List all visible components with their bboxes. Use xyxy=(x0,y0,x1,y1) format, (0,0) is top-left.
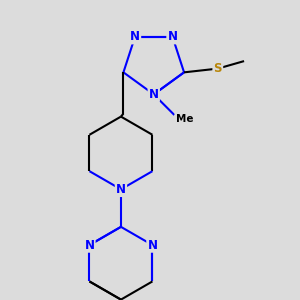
Text: N: N xyxy=(84,238,94,251)
Text: Me: Me xyxy=(176,114,193,124)
Text: N: N xyxy=(167,30,178,43)
Text: S: S xyxy=(214,62,222,75)
Text: N: N xyxy=(147,238,158,251)
Text: N: N xyxy=(149,88,159,101)
Text: N: N xyxy=(130,30,140,43)
Text: N: N xyxy=(116,183,126,196)
